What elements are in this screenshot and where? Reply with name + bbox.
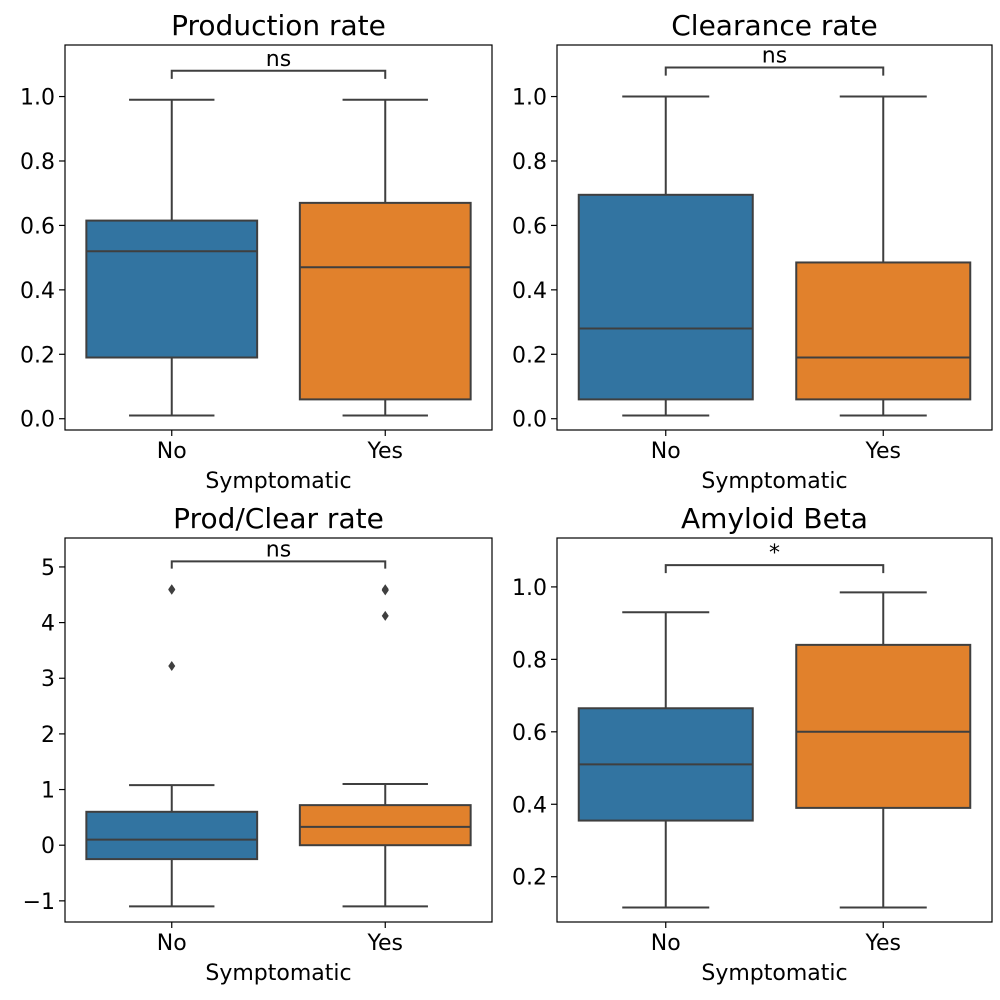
box-no	[85, 584, 259, 908]
box-no	[577, 95, 754, 417]
x-tick-label: Yes	[864, 439, 901, 464]
x-tick-label: No	[651, 439, 681, 464]
y-tick-label: 0.8	[512, 150, 547, 175]
y-tick-label: 2	[41, 723, 55, 748]
y-tick-label: 0.0	[512, 408, 547, 433]
axes-frame	[64, 537, 493, 923]
iqr-box	[85, 219, 259, 359]
iqr-box	[298, 804, 472, 847]
x-axis-label: Symptomatic	[701, 961, 847, 986]
panel-1: Production rate ns 0.0 0.2 0.4 0.6 0.8 1.0 No Yes…	[20, 9, 493, 494]
iqr-box	[795, 643, 972, 809]
y-tick-label: 0.4	[512, 279, 547, 304]
y-tick-label: 0.8	[512, 648, 547, 673]
y-tick-label: 1	[41, 779, 55, 804]
significance-label: *	[769, 541, 780, 566]
box-yes	[298, 98, 472, 417]
box-yes	[298, 584, 472, 908]
outlier-point	[381, 610, 389, 621]
x-tick-label: No	[157, 439, 187, 464]
axes-frame	[64, 44, 493, 431]
y-tick-label: 3	[41, 667, 55, 692]
y-tick-label: 0.6	[512, 721, 547, 746]
y-tick-label: 0.8	[20, 150, 55, 175]
y-tick-label: 5	[41, 556, 55, 581]
y-tick-label: 1.0	[20, 86, 55, 111]
axes-frame	[556, 44, 993, 431]
significance-bracket	[170, 69, 387, 79]
iqr-box	[85, 810, 259, 861]
panel-title: Clearance rate	[671, 9, 878, 42]
significance-bracket	[664, 66, 885, 76]
panel-title: Amyloid Beta	[681, 502, 868, 535]
y-tick-label: 0	[41, 834, 55, 859]
y-tick-label: 0.0	[20, 408, 55, 433]
box-no	[577, 611, 754, 909]
significance-bracket	[664, 564, 885, 574]
panel-title: Prod/Clear rate	[173, 502, 384, 535]
significance-label: ns	[762, 44, 787, 69]
outlier-point	[168, 584, 176, 595]
iqr-box	[298, 201, 472, 401]
x-tick-label: Yes	[864, 931, 901, 956]
significance-label: ns	[266, 537, 291, 562]
significance-label: ns	[266, 47, 291, 72]
outlier-point	[381, 585, 389, 596]
y-tick-label: −1	[23, 890, 55, 915]
x-axis-label: Symptomatic	[701, 469, 847, 494]
y-tick-label: 1.0	[512, 576, 547, 601]
y-tick-label: 4	[41, 612, 55, 637]
y-tick-label: 0.4	[512, 793, 547, 818]
y-tick-label: 0.4	[20, 279, 55, 304]
y-tick-label: 0.6	[20, 214, 55, 239]
outlier-point	[168, 661, 176, 671]
x-tick-label: No	[651, 931, 681, 956]
panel-title: Production rate	[171, 9, 386, 42]
y-tick-label: 0.2	[512, 866, 547, 891]
iqr-box	[795, 261, 972, 401]
x-axis-label: Symptomatic	[205, 961, 351, 986]
y-tick-label: 0.2	[20, 343, 55, 368]
y-tick-label: 1.0	[512, 86, 547, 111]
box-no	[85, 98, 259, 417]
x-tick-label: Yes	[366, 439, 403, 464]
x-tick-label: Yes	[366, 931, 403, 956]
x-tick-label: No	[157, 931, 187, 956]
box-yes	[795, 95, 972, 417]
axes-frame	[556, 537, 993, 923]
iqr-box	[577, 193, 754, 401]
significance-bracket	[170, 560, 387, 569]
x-axis-label: Symptomatic	[205, 469, 351, 494]
box-yes	[795, 591, 972, 909]
panel-4: Amyloid Beta * 0.2 0.4 0.6 0.8 1.0 No Yes Symptom…	[512, 502, 993, 986]
y-tick-label: 0.6	[512, 214, 547, 239]
y-tick-label: 0.2	[512, 343, 547, 368]
